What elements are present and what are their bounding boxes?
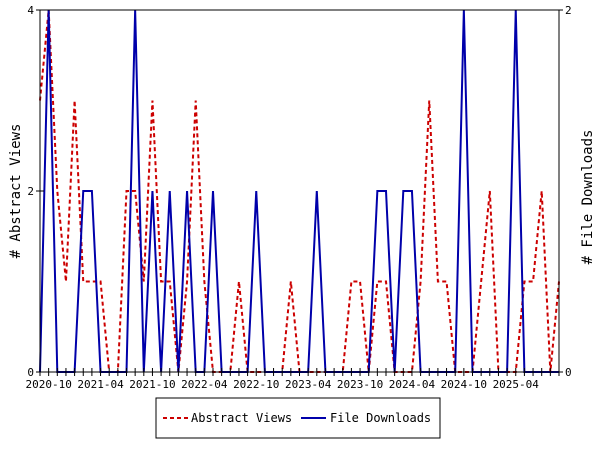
x-tick-label: 2021-10 (129, 378, 175, 391)
y-axis-left-title: # Abstract Views (8, 124, 24, 259)
y-left-tick-label: 0 (27, 366, 34, 379)
x-tick-label: 2024-10 (441, 378, 487, 391)
plot-area-background (40, 10, 559, 372)
x-tick-label: 2021-04 (77, 378, 124, 391)
x-tick-label: 2024-04 (389, 378, 436, 391)
x-tick-label: 2025-04 (493, 378, 540, 391)
y-axis-right: 02 (555, 4, 572, 379)
y-axis-right-title: # File Downloads (580, 130, 596, 265)
x-tick-label: 2023-10 (337, 378, 383, 391)
y-right-tick-label: 2 (565, 4, 572, 17)
legend-label-file-downloads: File Downloads (330, 411, 431, 425)
y-axis-left: 0 2 4 (27, 4, 44, 379)
x-tick-label: 2023-04 (285, 378, 332, 391)
legend: Abstract Views File Downloads (155, 397, 441, 439)
y-left-tick-label: 4 (27, 4, 34, 17)
legend-box (155, 397, 441, 439)
y-left-tick-label: 2 (27, 185, 34, 198)
y-right-tick-label: 0 (565, 366, 572, 379)
legend-label-abstract-views: Abstract Views (191, 411, 292, 425)
x-tick-label: 2022-10 (233, 378, 279, 391)
x-tick-label: 2020-10 (25, 378, 71, 391)
x-axis: 2020-10 2021-04 2021-10 2022-04 2022-10 2023-… (25, 368, 560, 391)
x-tick-label: 2022-04 (181, 378, 228, 391)
